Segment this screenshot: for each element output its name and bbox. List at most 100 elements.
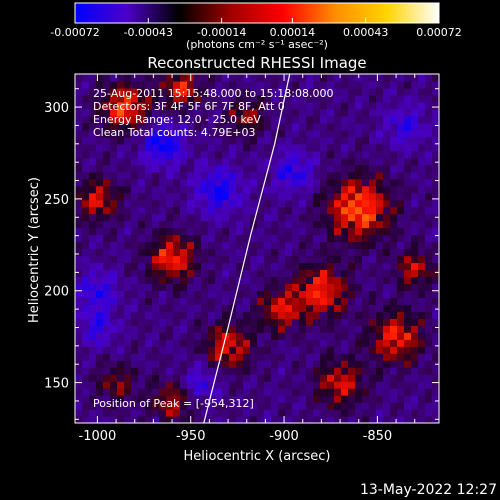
heatmap-cell	[194, 367, 202, 375]
heatmap-cell	[397, 367, 405, 375]
heatmap-cell	[397, 416, 405, 423]
heatmap-cell	[397, 276, 405, 284]
heatmap-cell	[341, 74, 349, 82]
heatmap-cell	[313, 381, 321, 389]
heatmap-cell	[145, 374, 153, 382]
heatmap-cell	[257, 318, 265, 326]
heatmap-cell	[264, 402, 272, 410]
heatmap-cell	[166, 164, 174, 173]
heatmap-cell	[117, 318, 125, 326]
heatmap-cell	[110, 157, 118, 166]
heatmap-cell	[201, 388, 209, 396]
heatmap-cell	[390, 283, 398, 291]
heatmap-cell	[327, 234, 335, 243]
heatmap-cell	[376, 311, 384, 319]
heatmap-cell	[264, 129, 272, 138]
heatmap-cell	[257, 122, 265, 131]
heatmap-cell	[131, 192, 139, 201]
heatmap-cell	[82, 297, 90, 305]
heatmap-cell	[369, 332, 377, 340]
heatmap-cell	[264, 213, 272, 222]
heatmap-cell	[250, 74, 258, 82]
heatmap-cell	[243, 325, 251, 333]
heatmap-cell	[173, 171, 181, 180]
heatmap-cell	[313, 353, 321, 361]
heatmap-cell	[313, 262, 321, 271]
heatmap-cell	[138, 325, 146, 333]
heatmap-cell	[187, 374, 195, 382]
heatmap-cell	[152, 192, 160, 201]
heatmap-cell	[341, 416, 349, 423]
heatmap-cell	[250, 206, 258, 215]
heatmap-cell	[145, 129, 153, 138]
heatmap-cell	[362, 395, 370, 403]
heatmap-cell	[411, 206, 419, 215]
heatmap-cell	[215, 304, 223, 312]
heatmap-cell	[215, 199, 223, 208]
heatmap-cell	[173, 185, 181, 194]
heatmap-cell	[201, 220, 209, 229]
heatmap-cell	[425, 150, 433, 159]
heatmap-cell	[145, 276, 153, 284]
heatmap-cell	[425, 241, 433, 250]
heatmap-cell	[243, 206, 251, 215]
heatmap-cell	[327, 332, 335, 340]
heatmap-cell	[376, 283, 384, 291]
heatmap-cell	[117, 234, 125, 243]
heatmap-cell	[208, 122, 216, 131]
heatmap-cell	[180, 388, 188, 396]
heatmap-cell	[299, 269, 307, 278]
heatmap-cell	[173, 416, 181, 423]
heatmap-cell	[327, 276, 335, 284]
heatmap-cell	[250, 325, 258, 333]
heatmap-cell	[166, 381, 174, 389]
heatmap-cell	[208, 157, 216, 166]
heatmap-cell	[75, 395, 83, 403]
heatmap-cell	[117, 115, 125, 124]
solar-limb-curve	[203, 74, 291, 423]
heatmap-cell	[299, 332, 307, 340]
heatmap-cell	[376, 304, 384, 312]
heatmap-cell	[369, 136, 377, 145]
heatmap-cell	[334, 402, 342, 410]
heatmap-cell	[313, 87, 321, 96]
heatmap-cell	[306, 227, 314, 236]
heatmap-cell	[96, 101, 104, 110]
heatmap-cell	[194, 185, 202, 194]
heatmap-cell	[194, 304, 202, 312]
heatmap-cell	[355, 192, 363, 201]
heatmap-cell	[173, 297, 181, 305]
heatmap-cell	[257, 87, 265, 96]
heatmap-cell	[89, 150, 97, 159]
heatmap-cell	[166, 94, 174, 103]
heatmap-cell	[432, 346, 439, 354]
heatmap-cell	[180, 129, 188, 138]
heatmap-cell	[362, 416, 370, 423]
heatmap-cell	[397, 353, 405, 361]
heatmap-cell	[124, 178, 132, 187]
heatmap-cell	[334, 241, 342, 250]
heatmap-cell	[271, 199, 279, 208]
heatmap-cell	[369, 416, 377, 423]
heatmap-cell	[390, 192, 398, 201]
heatmap-cell	[285, 178, 293, 187]
heatmap-cell	[215, 290, 223, 298]
heatmap-cell	[327, 416, 335, 423]
heatmap-cell	[103, 185, 111, 194]
heatmap-cell	[166, 409, 174, 417]
y-tick-label: 250	[44, 193, 69, 208]
heatmap-cell	[278, 318, 286, 326]
heatmap-cell	[243, 80, 251, 89]
heatmap-cell	[215, 395, 223, 403]
heatmap-cell	[320, 283, 328, 291]
heatmap-cell	[404, 150, 412, 159]
heatmap-cell	[131, 87, 139, 96]
heatmap-cell	[299, 353, 307, 361]
heatmap-cell	[404, 185, 412, 194]
heatmap-cell	[180, 318, 188, 326]
heatmap-cell	[236, 108, 244, 117]
heatmap-cell	[383, 87, 391, 96]
heatmap-cell	[215, 136, 223, 145]
heatmap-cell	[397, 87, 405, 96]
heatmap-cell	[166, 346, 174, 354]
